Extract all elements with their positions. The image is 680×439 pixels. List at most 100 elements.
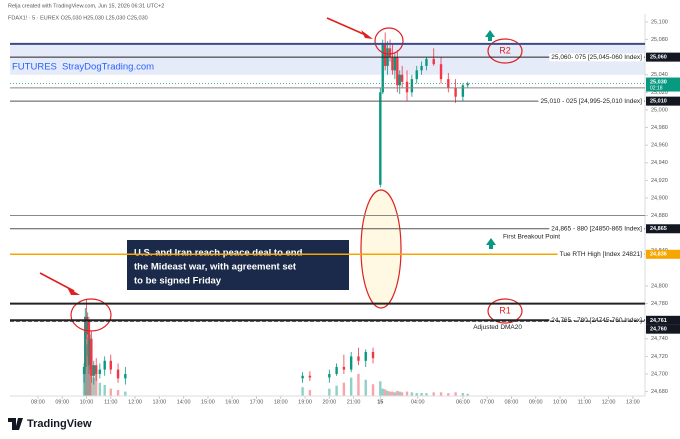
volume-bar <box>328 388 331 396</box>
x-tick-label: 18:00 <box>274 399 288 405</box>
candle-body <box>398 74 401 86</box>
arrow-head <box>361 30 373 39</box>
brand: TradingView <box>27 418 92 430</box>
volume-bar <box>425 393 428 396</box>
y-tick-label: 24,940 <box>651 160 668 166</box>
volume-bar <box>371 384 375 396</box>
x-tick-label: 04:00 <box>411 399 425 405</box>
candle-body <box>432 58 435 65</box>
candle-body <box>116 369 120 379</box>
volume-bar <box>116 390 120 396</box>
candle-body <box>90 338 93 376</box>
x-tick-label: 10:00 <box>80 399 94 405</box>
x-tick-label: 19:00 <box>298 399 312 405</box>
y-tick-label: 25,020 <box>651 90 668 96</box>
candle-body <box>379 92 382 185</box>
y-tick-label: 25,000 <box>651 107 668 113</box>
volume-bar <box>420 393 423 396</box>
volume-bar <box>335 385 338 396</box>
x-tick-label: 20:00 <box>322 399 336 405</box>
candle-body <box>466 83 469 86</box>
circle <box>360 189 402 309</box>
circle <box>487 298 523 324</box>
circle <box>70 298 112 332</box>
volume-bar <box>381 388 384 396</box>
candle-body <box>87 321 91 366</box>
volume-bar <box>454 392 457 396</box>
candle-body <box>383 43 387 66</box>
candle-body <box>439 64 443 80</box>
candle-body <box>461 85 465 97</box>
volume-bar <box>86 344 89 396</box>
x-tick-label: 15:00 <box>201 399 215 405</box>
price-label-bg <box>646 224 680 234</box>
y-tick-label: 24,720 <box>651 354 668 360</box>
y-tick-label: 24,920 <box>651 178 668 184</box>
countdown: 02:18 <box>650 85 663 91</box>
volume-bar <box>109 388 112 396</box>
volume-bar <box>357 373 360 396</box>
candle-body <box>308 375 312 378</box>
volume-bar <box>388 391 392 396</box>
x-tick-label: 07:00 <box>480 399 494 405</box>
x-tick-label: 09:00 <box>55 399 69 405</box>
volume-bar <box>82 373 86 396</box>
candle-body <box>335 366 338 374</box>
y-tick-label: 24,800 <box>651 283 668 289</box>
price-label-bg <box>646 324 680 334</box>
up-arrow <box>486 238 496 249</box>
volume-bar <box>400 392 404 396</box>
y-tick-label: 24,740 <box>651 336 668 342</box>
credit: Relja created with TradingView.com, Jun … <box>8 3 164 9</box>
candle-body <box>371 351 375 359</box>
volume-bar <box>383 389 387 396</box>
r1-label: R1 <box>499 305 511 315</box>
level-text-bg <box>549 224 645 233</box>
candle-body <box>454 87 457 97</box>
x-tick-label: 06:00 <box>456 399 470 405</box>
arrow-head <box>67 287 80 295</box>
y-tick-label: 25,040 <box>651 72 668 78</box>
price-label-bg <box>646 52 680 62</box>
candle-body <box>328 373 331 378</box>
level-text-bg <box>557 250 645 259</box>
watermark: FUTURES <box>12 62 57 73</box>
volume-bar <box>342 382 346 396</box>
candle-body <box>124 373 127 379</box>
price-label-bg <box>646 315 680 325</box>
volume-bar <box>398 391 401 396</box>
volume-bar <box>396 390 399 396</box>
level-text-bg <box>549 53 645 62</box>
candle-body <box>301 375 304 379</box>
volume-bar <box>386 390 389 396</box>
level-text: 24,865 - 880 [24850-865 Index] <box>551 225 642 232</box>
annotation-line: to be signed Friday <box>134 276 222 287</box>
symbol-info: FDAX1! · 5 · EUREX O25,030 H25,030 L25,0… <box>8 15 148 21</box>
volume-bar <box>308 390 312 396</box>
volume-bar <box>461 393 465 396</box>
volume-bar <box>124 391 127 396</box>
candle-body <box>393 57 397 71</box>
volume-bar <box>410 392 414 396</box>
candle-body <box>349 356 353 370</box>
candle-body <box>98 369 102 374</box>
level-text: 25,060- 075 [25,045-060 Index] <box>551 54 642 61</box>
candle-body <box>357 356 360 361</box>
y-tick-label: 24,980 <box>651 125 668 131</box>
level-text-bg <box>538 97 645 106</box>
level-text: Tue RTH High [Index 24821] <box>560 251 643 258</box>
volume-bar <box>432 392 435 396</box>
volume-bar <box>103 384 106 396</box>
y-tick-label: 24,680 <box>651 389 668 395</box>
level-text: 24,765 - 780 [24745-760 Index] <box>551 317 642 324</box>
x-tick-label: 08:00 <box>31 399 45 405</box>
volume-bar <box>88 362 92 396</box>
annotation-line: the Mideast war, with agreement set <box>134 262 297 273</box>
x-tick-label: 14:00 <box>177 399 191 405</box>
volume-bar <box>349 377 353 396</box>
x-tick-label: 12:00 <box>602 399 616 405</box>
price-label: 25,010 <box>650 99 667 105</box>
x-tick-label: 13:00 <box>152 399 166 405</box>
breakout-label: First Breakout Point <box>503 234 560 241</box>
